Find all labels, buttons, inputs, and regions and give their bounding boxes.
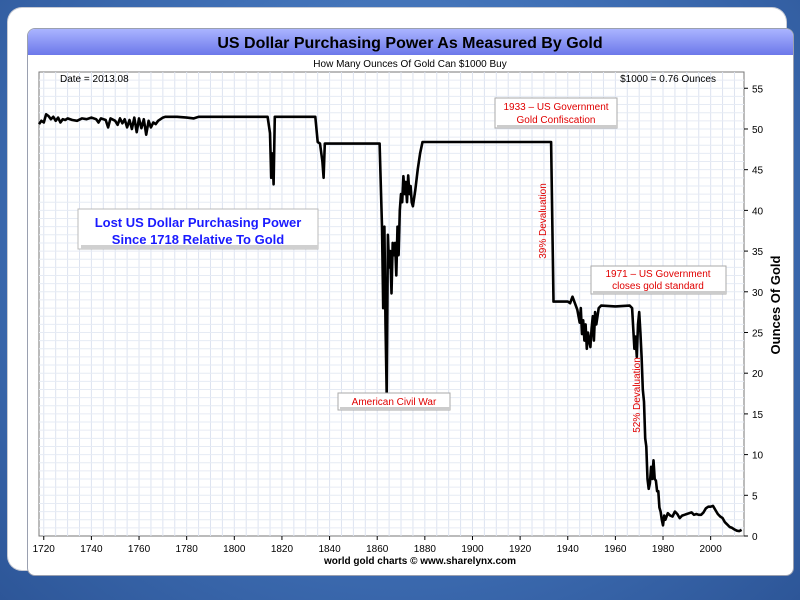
date-label: Date = 2013.08	[60, 74, 129, 85]
annotation-gold-standard-line-2: closes gold standard	[612, 281, 704, 292]
x-tick-label: 1920	[509, 544, 532, 555]
x-tick-label: 1760	[128, 544, 151, 555]
chart-subtitle: How Many Ounces Of Gold Can $1000 Buy	[313, 59, 506, 70]
annotation-gold-standard: 1971 – US Government closes gold standar…	[590, 265, 727, 295]
purchasing-power-line	[37, 113, 743, 533]
slide-card: US Dollar Purchasing Power As Measured B…	[8, 8, 794, 576]
y-tick-label: 40	[752, 206, 764, 217]
x-tick-label: 1820	[271, 544, 294, 555]
y-tick-label: 20	[752, 369, 764, 380]
gold-purchasing-power-chart: US Dollar Purchasing Power As Measured B…	[28, 29, 793, 567]
x-tick-label: 1900	[461, 544, 484, 555]
value-label: $1000 = 0.76 Ounces	[620, 74, 716, 85]
x-tick-label: 1940	[557, 544, 580, 555]
y-tick-label: 25	[752, 328, 764, 339]
annotation-gold-standard-line-1: 1971 – US Government	[605, 269, 710, 280]
chart-title: US Dollar Purchasing Power As Measured B…	[217, 35, 602, 52]
x-tick-label: 1800	[223, 544, 246, 555]
x-tick-label: 1720	[33, 544, 56, 555]
y-tick-label: 15	[752, 410, 764, 421]
callout-box: Lost US Dollar Purchasing Power Since 17…	[77, 208, 319, 250]
x-axis-ticks: 1720 1740 1760 1780 1800 1820 1840 1860 1880 1900…	[33, 536, 723, 555]
x-tick-label: 1880	[414, 544, 437, 555]
y-tick-label: 35	[752, 247, 764, 258]
y-tick-label: 5	[752, 491, 758, 502]
y-axis-label: Ounces Of Gold	[768, 255, 783, 354]
y-tick-label: 10	[752, 451, 764, 462]
annotation-civil-war-text: American Civil War	[352, 397, 437, 408]
y-tick-label: 50	[752, 125, 764, 136]
annotation-gold-confiscation-line-2: Gold Confiscation	[517, 115, 596, 126]
x-tick-label: 1840	[318, 544, 341, 555]
y-tick-label: 45	[752, 166, 764, 177]
y-tick-label: 30	[752, 288, 764, 299]
plot-area	[38, 71, 745, 537]
chart-frame: US Dollar Purchasing Power As Measured B…	[27, 28, 794, 576]
x-tick-label: 1740	[80, 544, 103, 555]
annotation-gold-confiscation-line-1: 1933 – US Government	[503, 102, 608, 113]
callout-line-1: Lost US Dollar Purchasing Power	[95, 215, 302, 230]
y-tick-label: 55	[752, 84, 764, 95]
chart-footer: world gold charts © www.sharelynx.com	[323, 556, 516, 567]
callout-line-2: Since 1718 Relative To Gold	[112, 232, 284, 247]
x-tick-label: 2000	[700, 544, 723, 555]
title-bar	[28, 29, 793, 55]
x-tick-label: 1960	[604, 544, 627, 555]
annotation-devaluation-39: 39% Devaluation	[538, 183, 549, 259]
annotation-devaluation-52: 52% Devaluation	[632, 357, 643, 433]
y-axis-ticks: 0 5 10 15 20 25 30 35 40 45 50 55	[744, 84, 764, 543]
annotation-gold-confiscation: 1933 – US Government Gold Confiscation	[494, 97, 618, 129]
x-tick-label: 1980	[652, 544, 675, 555]
annotation-civil-war: American Civil War	[337, 392, 451, 411]
x-tick-label: 1860	[366, 544, 389, 555]
x-tick-label: 1780	[176, 544, 199, 555]
y-tick-label: 0	[752, 532, 758, 543]
